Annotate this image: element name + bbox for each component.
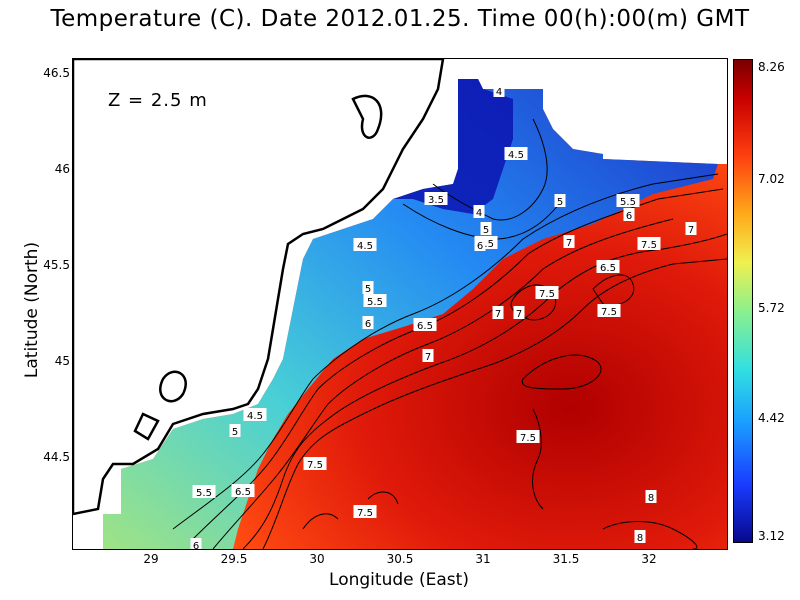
contour-label-bg bbox=[303, 457, 327, 470]
contour-label: 4.5 bbox=[357, 241, 373, 252]
contour-label-bg bbox=[473, 205, 485, 218]
y-tick-label: 44.5 bbox=[43, 450, 70, 464]
contour-label-bg bbox=[685, 222, 697, 235]
contour-label: 5.5 bbox=[196, 488, 212, 499]
contour-label-bg bbox=[424, 192, 448, 205]
contour-label: 5 bbox=[232, 427, 238, 438]
contour-label-bg bbox=[554, 194, 566, 207]
contour-label: 6 bbox=[193, 541, 199, 549]
temperature-map: 4 4.5 3.5 4 5 5.5 6 5 5.5 6 7 7.5 7 6.5 4.5 5 5.5 6 6.5 7 7 7… bbox=[72, 58, 728, 550]
contour-label: 7 bbox=[566, 238, 572, 249]
contour-label-bg bbox=[229, 424, 241, 437]
contour-label: 7.5 bbox=[357, 508, 373, 519]
contour-label: 7.5 bbox=[307, 460, 323, 471]
contour-label: 5 bbox=[365, 284, 371, 295]
contour-label-bg bbox=[637, 237, 661, 250]
contour-label-bg bbox=[353, 238, 377, 251]
contour-label: 5.5 bbox=[478, 239, 494, 250]
contour-label: 7 bbox=[688, 225, 694, 236]
contour-label-bg bbox=[492, 306, 504, 319]
contour-label: 7 bbox=[495, 309, 501, 320]
map-title: Temperature (C). Date 2012.01.25. Time 0… bbox=[50, 6, 750, 32]
contour-label: 4 bbox=[496, 87, 502, 98]
x-tick-label: 30 bbox=[309, 552, 325, 566]
depth-label: Z = 2.5 m bbox=[108, 90, 208, 111]
contour-label-bg bbox=[623, 208, 635, 221]
colorbar bbox=[733, 59, 753, 543]
contour-label: 6.5 bbox=[235, 487, 251, 498]
colorbar-tick: 4.42 bbox=[758, 411, 785, 425]
contour-label-bg bbox=[563, 235, 575, 248]
contour-label-bg bbox=[645, 490, 657, 503]
contour-label: 6 bbox=[477, 241, 483, 252]
contour-label-bg bbox=[535, 286, 559, 299]
contour-label-bg bbox=[362, 316, 374, 329]
contour-label-bg bbox=[353, 505, 377, 518]
contour-label: 6.5 bbox=[600, 263, 616, 274]
x-tick-label: 30.5 bbox=[386, 552, 414, 566]
contour-label-bg bbox=[192, 485, 216, 498]
contour-label-bg bbox=[474, 238, 486, 251]
contour-label: 7.5 bbox=[520, 433, 536, 444]
contour-label-bg bbox=[363, 294, 387, 307]
contour-label-bg bbox=[516, 430, 540, 443]
y-tick-label: 46 bbox=[54, 162, 70, 176]
x-tick-label: 32 bbox=[641, 552, 657, 566]
contour-label-bg bbox=[243, 408, 267, 421]
colorbar-tick: 8.26 bbox=[758, 60, 785, 74]
coastline bbox=[73, 59, 445, 516]
contour-label: 5 bbox=[483, 225, 489, 236]
contour-label-bg bbox=[597, 304, 621, 317]
contour-label: 7.5 bbox=[641, 240, 657, 251]
y-axis-label: Latitude (North) bbox=[22, 241, 42, 379]
contour-label: 7 bbox=[425, 352, 431, 363]
contour-label: 8 bbox=[648, 493, 654, 504]
x-tick-label: 31 bbox=[475, 552, 491, 566]
contour-label-bg bbox=[596, 260, 620, 273]
colorbar-tick: 7.02 bbox=[758, 172, 785, 186]
contour-label: 4 bbox=[476, 208, 482, 219]
x-tick-label: 31.5 bbox=[552, 552, 580, 566]
contour-label: 6 bbox=[626, 211, 632, 222]
contour-label: 3.5 bbox=[428, 195, 444, 206]
x-tick-label: 29.5 bbox=[220, 552, 248, 566]
contour-label-bg bbox=[513, 306, 525, 319]
contour-label: 4.5 bbox=[247, 411, 263, 422]
contour-label: 6 bbox=[365, 319, 371, 330]
contour-label-bg bbox=[422, 349, 434, 362]
contour-label: 8 bbox=[637, 533, 643, 544]
contour-label-bg bbox=[413, 318, 437, 331]
x-axis-label: Longitude (East) bbox=[329, 570, 469, 590]
contour-label-bg bbox=[634, 530, 646, 543]
contour-label: 7.5 bbox=[601, 307, 617, 318]
contour-label: 5.5 bbox=[367, 297, 383, 308]
colorbar-tick: 3.12 bbox=[758, 529, 785, 543]
y-tick-label: 45 bbox=[54, 354, 70, 368]
contour-label: 4.5 bbox=[508, 150, 524, 161]
y-tick-label: 45.5 bbox=[43, 258, 70, 272]
colorbar-tick: 5.72 bbox=[758, 301, 785, 315]
contour-label-bg bbox=[616, 194, 640, 207]
contour-label-bg bbox=[231, 484, 255, 497]
contour-label: 7 bbox=[516, 309, 522, 320]
contour-label: 5 bbox=[557, 197, 563, 208]
y-tick-label: 46.5 bbox=[43, 66, 70, 80]
contour-label-bg bbox=[362, 281, 374, 294]
contour-label-bg bbox=[504, 147, 528, 160]
contour-label: 5.5 bbox=[620, 197, 636, 208]
contour-label-bg bbox=[493, 84, 505, 97]
contour-label: 6.5 bbox=[417, 321, 433, 332]
contour-label-bg bbox=[480, 222, 492, 235]
x-tick-label: 29 bbox=[143, 552, 159, 566]
cold-pocket bbox=[393, 79, 513, 214]
contour-label: 7.5 bbox=[539, 289, 555, 300]
contour-label-bg bbox=[190, 538, 202, 549]
contour-lines bbox=[172, 118, 727, 549]
